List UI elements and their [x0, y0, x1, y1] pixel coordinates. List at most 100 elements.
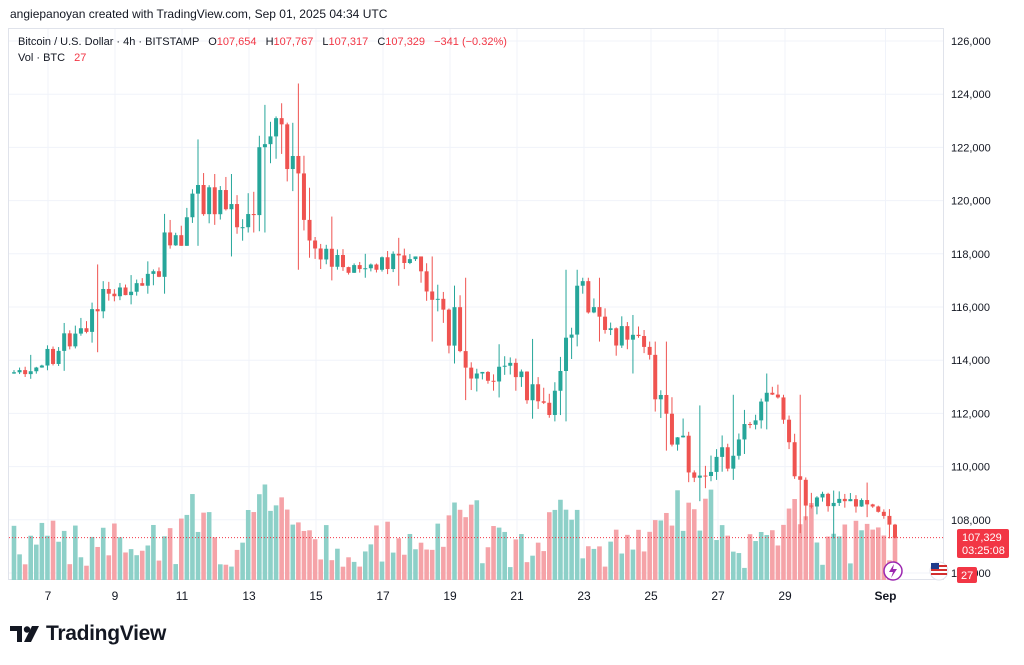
- volume-bar: [541, 551, 547, 580]
- candle-body: [51, 348, 56, 364]
- candle-body: [246, 214, 251, 228]
- volume-bar: [429, 549, 435, 580]
- volume-bar: [374, 525, 379, 580]
- candle-body: [564, 337, 569, 371]
- volume-bar: [675, 490, 680, 580]
- candle-body: [145, 273, 150, 286]
- volume-bar: [691, 509, 697, 580]
- candle-body: [28, 371, 33, 375]
- volume-bar: [619, 553, 625, 580]
- volume-bar: [836, 536, 842, 580]
- volume-bar: [385, 521, 390, 580]
- volume-bar: [770, 530, 775, 580]
- volume-bar: [563, 509, 569, 580]
- volume-bar: [803, 516, 809, 580]
- attribution-text: angiepanoyan created with TradingView.co…: [10, 7, 388, 21]
- volume-bar: [842, 524, 848, 580]
- high-value: 107,767: [273, 36, 314, 48]
- candle-body: [703, 475, 708, 477]
- volume-bar: [870, 529, 875, 580]
- volume-bar: [457, 509, 463, 580]
- open-label: O: [208, 36, 217, 48]
- candle-body: [396, 253, 401, 256]
- tradingview-logo[interactable]: TradingView: [10, 622, 166, 646]
- volume-bar: [608, 541, 613, 580]
- candle-body: [352, 265, 357, 273]
- candle-body: [262, 144, 267, 148]
- candle-body: [608, 328, 613, 330]
- candle-body: [357, 265, 362, 269]
- volume-bar: [301, 530, 307, 580]
- volume-bar: [245, 509, 251, 580]
- candle-body: [686, 435, 691, 473]
- volume-bar: [546, 512, 552, 580]
- volume-bar: [413, 549, 418, 580]
- candle-body: [95, 309, 100, 312]
- volume-bar: [892, 535, 898, 580]
- time-tick-label: 25: [644, 589, 658, 603]
- candle-body: [497, 366, 502, 382]
- candle-body: [313, 240, 318, 249]
- volume-bar: [212, 537, 218, 580]
- volume-bar: [17, 554, 22, 580]
- volume-bar: [535, 542, 541, 580]
- volume-bar: [758, 531, 764, 580]
- volume-bar: [786, 508, 792, 580]
- volume-bar: [329, 560, 335, 580]
- candle-body: [647, 346, 652, 355]
- price-axis: 126,000 124,000 122,000 120,000 118,000 116,0…: [951, 36, 991, 580]
- symbol-title[interactable]: Bitcoin / U.S. Dollar · 4h · BITSTAMP: [18, 36, 200, 48]
- volume-bar: [814, 542, 820, 580]
- candle-body: [837, 498, 842, 503]
- candle-body: [162, 232, 167, 277]
- volume-bar: [775, 545, 781, 580]
- candle-body: [156, 271, 161, 277]
- volume-bar: [591, 548, 597, 580]
- volume-bar: [89, 536, 95, 580]
- candle-body: [798, 476, 803, 480]
- candle-body: [441, 298, 446, 310]
- price-tick-label: 108,000: [951, 515, 991, 527]
- time-tick-label: 21: [510, 589, 524, 603]
- candle-body: [179, 235, 184, 246]
- volume-bar: [123, 552, 128, 580]
- volume-bar: [296, 522, 301, 580]
- candle-body: [720, 447, 725, 457]
- volume-bar: [402, 554, 407, 580]
- candle-body: [753, 420, 758, 425]
- last-price-badge: [957, 529, 1009, 558]
- volume-bar: [452, 502, 457, 580]
- price-tick-label: 126,000: [951, 36, 991, 48]
- candle-body: [675, 437, 680, 445]
- volume-bar: [173, 564, 179, 580]
- candle-body: [787, 419, 792, 443]
- countdown-timer: 03:25:08: [962, 545, 1005, 557]
- volume-bar: [390, 552, 396, 580]
- lightning-icon: [883, 561, 903, 581]
- candle-body: [558, 370, 563, 391]
- candle-body: [552, 390, 557, 415]
- candle-body: [591, 307, 596, 313]
- time-tick-label: Sep: [874, 589, 896, 603]
- volume-bar: [351, 561, 357, 580]
- candle-body: [524, 371, 529, 401]
- price-tick-label: 120,000: [951, 196, 991, 208]
- volume-bar: [809, 503, 814, 580]
- candle-body: [413, 256, 418, 260]
- candle-body: [212, 187, 217, 215]
- candle-body: [575, 285, 580, 335]
- volume-bar: [362, 551, 368, 580]
- candle-body: [513, 362, 518, 378]
- tradingview-brand: TradingView: [46, 622, 167, 645]
- candle-body: [363, 268, 368, 270]
- candlestick-chart[interactable]: 126,000 124,000 122,000 120,000 118,000 116,0…: [0, 0, 1024, 610]
- price-badges: 107,329 03:25:08 27: [883, 529, 1009, 583]
- volume-bar: [340, 566, 346, 580]
- candle-body: [803, 479, 808, 506]
- volume-bar: [524, 562, 530, 580]
- candle-body: [742, 424, 747, 440]
- volume-bar: [859, 530, 864, 580]
- volume-bar: [435, 523, 441, 580]
- grid-lines: [9, 29, 943, 580]
- candle-body: [184, 217, 189, 246]
